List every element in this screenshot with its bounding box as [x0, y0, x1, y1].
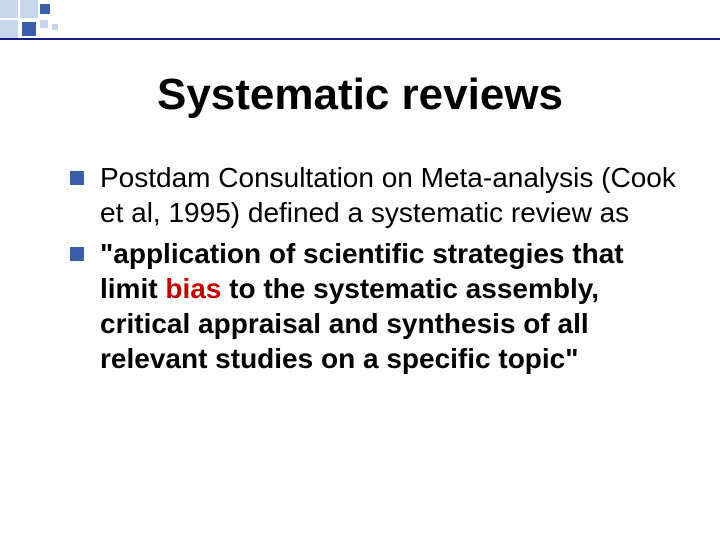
deco-square [0, 0, 18, 18]
bullet-item: "application of scientific strategies th… [70, 236, 680, 376]
bullet-text: "application of scientific strategies th… [100, 236, 680, 376]
bullet-text: Postdam Consultation on Meta-analysis (C… [100, 160, 680, 230]
bias-word: bias [165, 273, 221, 304]
bullet-list: Postdam Consultation on Meta-analysis (C… [40, 160, 680, 376]
deco-square [52, 24, 58, 30]
quote-open: " [100, 238, 113, 269]
deco-square [40, 20, 48, 28]
deco-square [22, 22, 36, 36]
bullet-marker-icon [70, 171, 84, 185]
deco-square [40, 4, 50, 14]
top-rule [0, 38, 720, 40]
corner-decoration [0, 0, 120, 40]
deco-square [0, 20, 18, 38]
bullet-item: Postdam Consultation on Meta-analysis (C… [70, 160, 680, 230]
bullet-marker-icon [70, 247, 84, 261]
slide-title: Systematic reviews [40, 70, 680, 120]
slide-body: Systematic reviews Postdam Consultation … [0, 60, 720, 382]
deco-square [20, 0, 38, 18]
